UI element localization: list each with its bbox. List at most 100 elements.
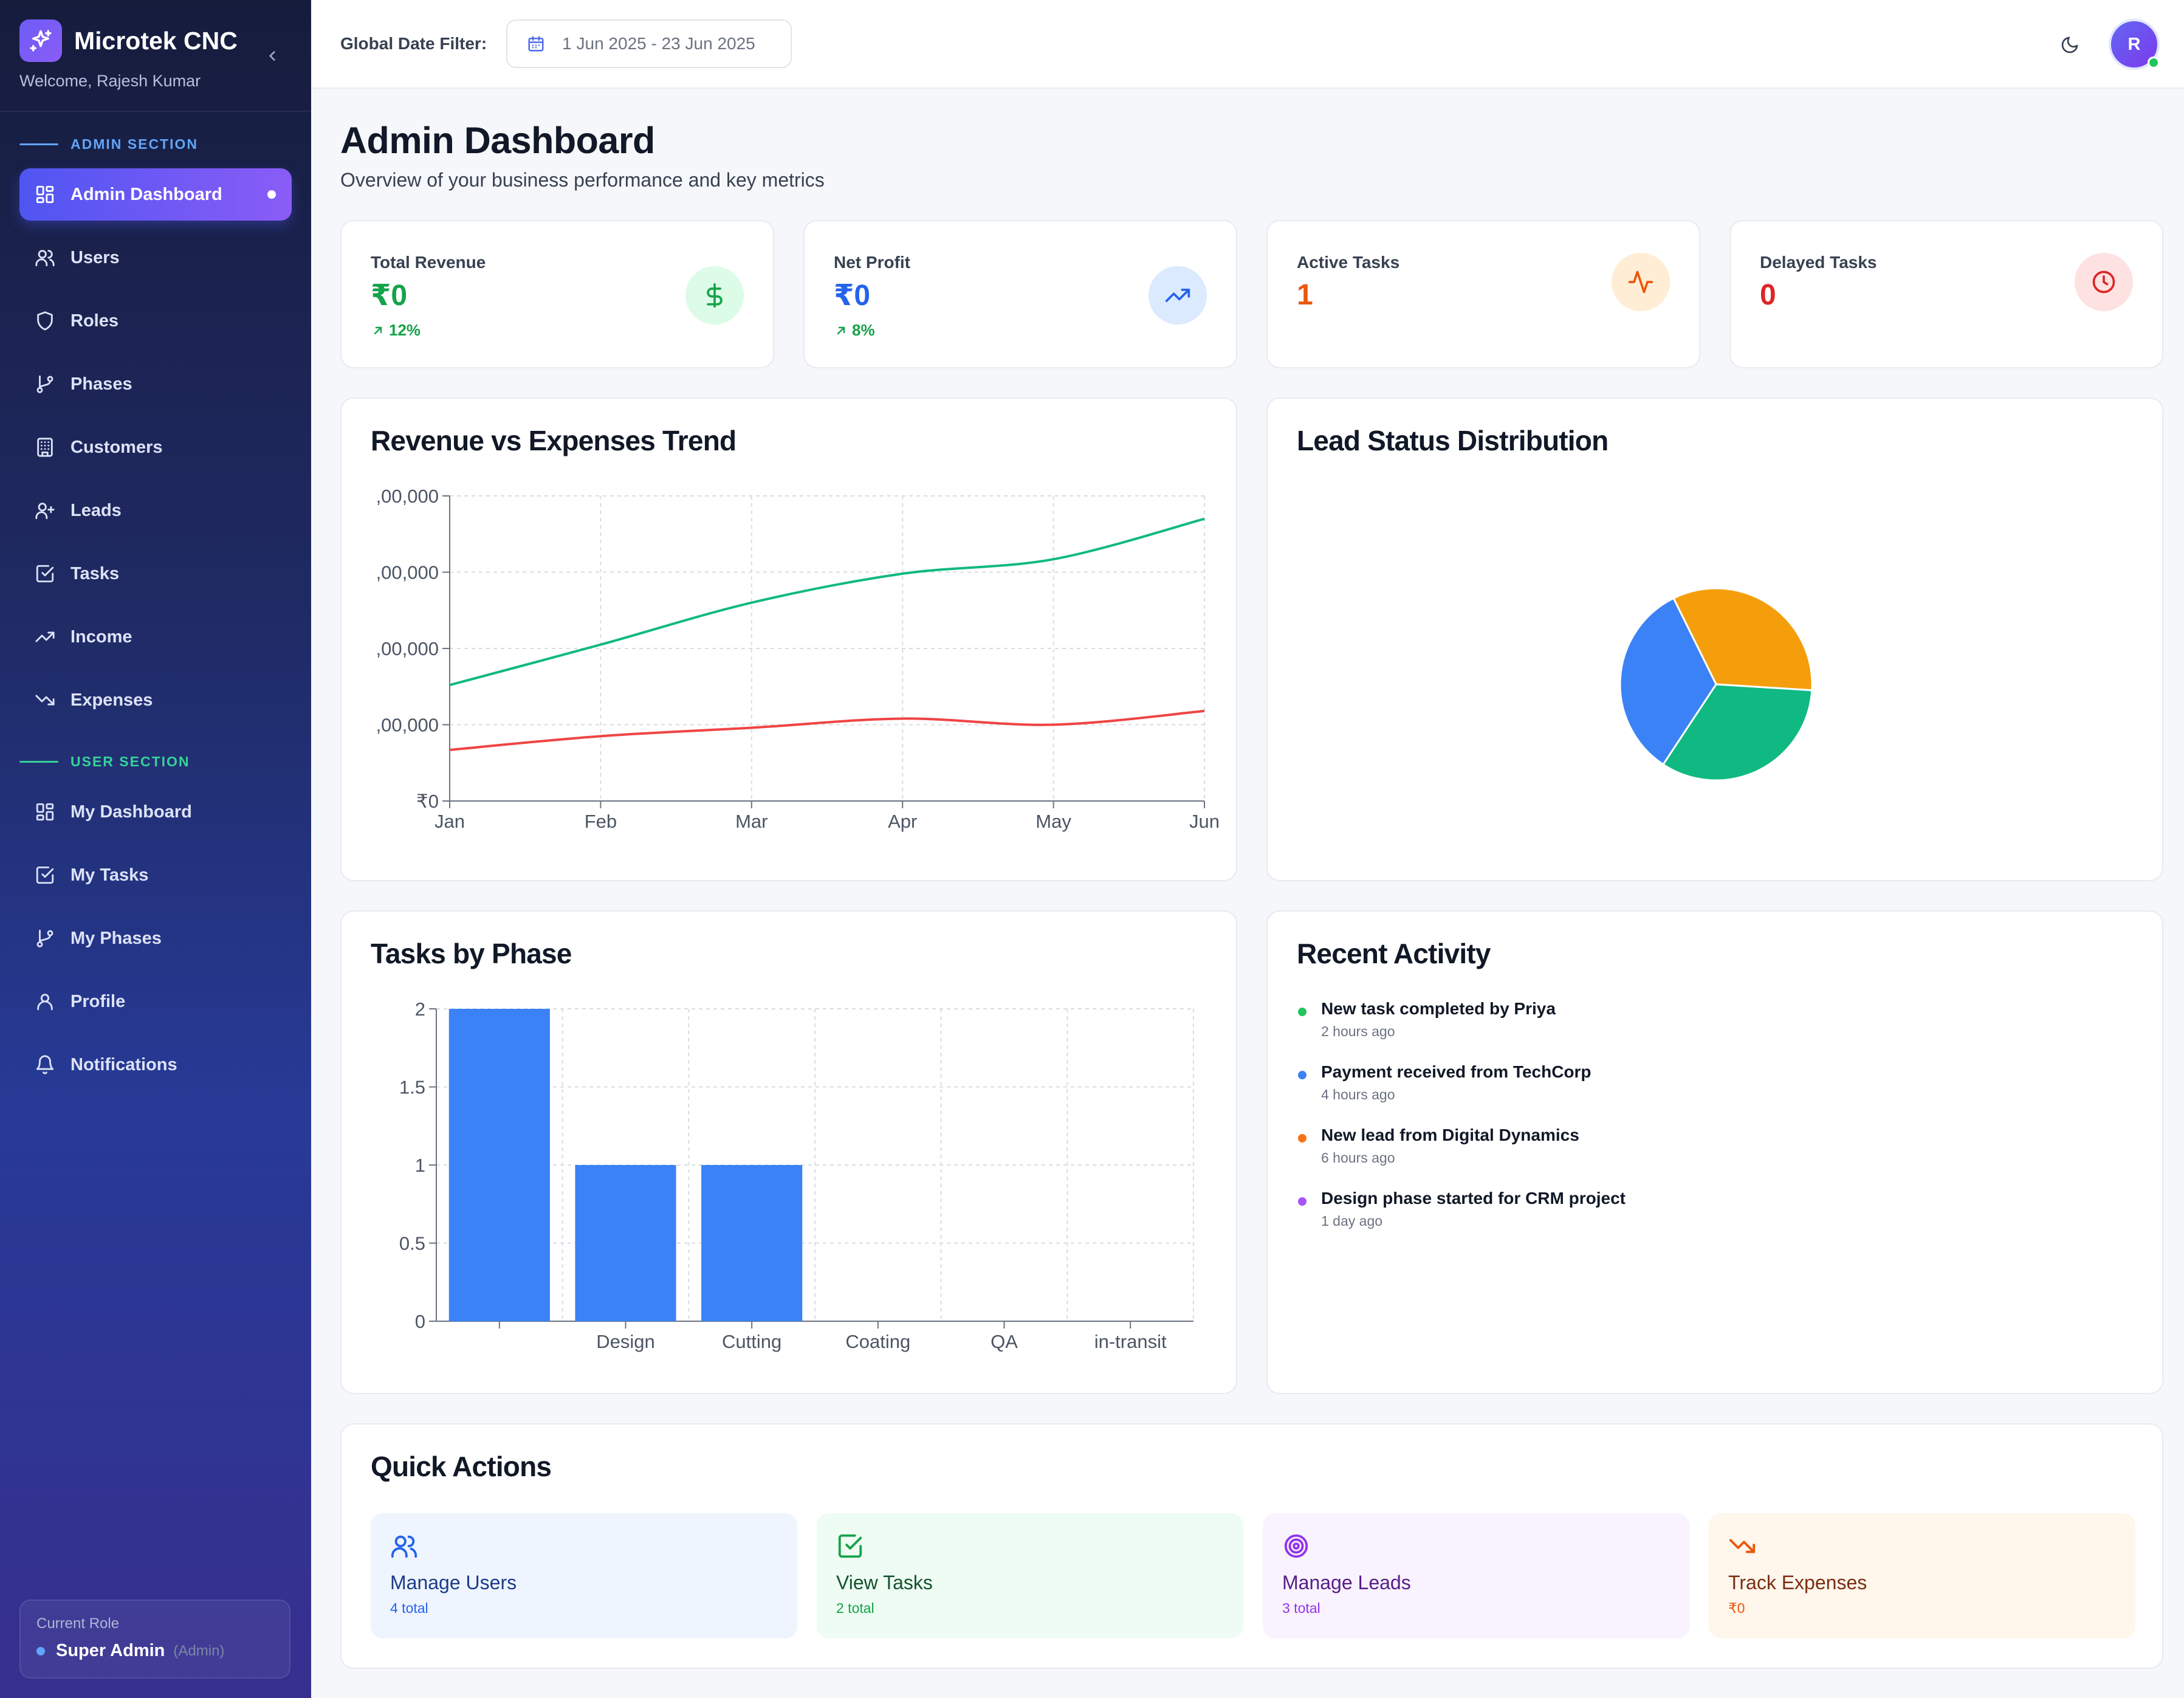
- action-label: Track Expenses: [1728, 1572, 2116, 1594]
- moon-icon: [2060, 35, 2079, 55]
- y-tick-label: 0.5: [399, 1233, 425, 1254]
- sidebar-item-label: Leads: [70, 501, 122, 521]
- sidebar-item-users[interactable]: Users: [19, 232, 292, 284]
- list-item: Payment received from TechCorp 4 hours a…: [1297, 1062, 1626, 1126]
- y-tick-label: ,00,000: [376, 715, 439, 736]
- trending-down-icon: [1728, 1531, 1757, 1561]
- lead-status-pie-chart: [1268, 478, 2165, 854]
- check-square-icon: [836, 1531, 865, 1561]
- date-range-picker[interactable]: 1 Jun 2025 - 23 Jun 2025: [506, 19, 792, 68]
- action-count: 2 total: [836, 1600, 1224, 1617]
- sidebar-item-leads[interactable]: Leads: [19, 484, 292, 537]
- y-tick-label: 1: [415, 1155, 425, 1176]
- x-tick-label: Feb: [585, 811, 617, 832]
- y-tick-label: ,00,000: [376, 638, 439, 659]
- bar-0: [449, 1009, 550, 1321]
- activity-time: 4 hours ago: [1321, 1087, 1626, 1103]
- trending-up-icon: [34, 626, 56, 648]
- status-dot: [1298, 1134, 1307, 1143]
- sidebar-item-roles[interactable]: Roles: [19, 295, 292, 347]
- list-item: Design phase started for CRM project 1 d…: [1297, 1189, 1626, 1252]
- sidebar-item-label: My Tasks: [70, 865, 148, 885]
- activity-text: New lead from Digital Dynamics: [1321, 1126, 1626, 1145]
- check-square-icon: [34, 563, 56, 585]
- sidebar-item-label: Expenses: [70, 690, 153, 710]
- admin-nav: Admin Dashboard Users Roles Phases Custo…: [0, 168, 311, 726]
- sidebar-item-label: My Dashboard: [70, 802, 192, 822]
- status-dot: [1298, 1071, 1307, 1079]
- x-tick-label: Coating: [845, 1331, 910, 1352]
- action-count: 3 total: [1282, 1600, 1670, 1617]
- track-expenses-button[interactable]: Track Expenses ₹0: [1709, 1513, 2135, 1638]
- trending-down-icon: [34, 689, 56, 711]
- bar-2: [701, 1165, 802, 1321]
- shield-icon: [34, 310, 56, 332]
- view-tasks-button[interactable]: View Tasks 2 total: [817, 1513, 1243, 1638]
- role-sub: (Admin): [173, 1643, 224, 1660]
- sidebar-item-income[interactable]: Income: [19, 611, 292, 663]
- arrow-up-right-icon: [834, 323, 848, 338]
- stat-card-active-tasks: Active Tasks 1: [1266, 220, 1700, 368]
- manage-users-button[interactable]: Manage Users 4 total: [371, 1513, 797, 1638]
- date-range-value: 1 Jun 2025 - 23 Jun 2025: [562, 34, 755, 53]
- role-name: Super Admin: [56, 1641, 165, 1661]
- action-label: View Tasks: [836, 1572, 1224, 1594]
- bell-icon: [34, 1054, 56, 1076]
- status-dot: [1298, 1008, 1307, 1016]
- user-section-label: USER SECTION: [0, 749, 311, 774]
- manage-leads-button[interactable]: Manage Leads 3 total: [1263, 1513, 1689, 1638]
- stat-card-net-profit: Net Profit ₹0 8%: [803, 220, 1237, 368]
- stat-value: ₹0: [371, 278, 407, 312]
- sidebar-item-profile[interactable]: Profile: [19, 975, 292, 1028]
- tasks-by-phase-bar-chart: 0 0.5 1 1.5 2 Design Cutting Coating QA in-transi…: [371, 991, 1221, 1367]
- sidebar-item-my-phases[interactable]: My Phases: [19, 912, 292, 964]
- sidebar-item-label: Notifications: [70, 1055, 177, 1075]
- avatar[interactable]: R: [2109, 19, 2160, 70]
- sidebar-item-admin-dashboard[interactable]: Admin Dashboard: [19, 168, 292, 221]
- page-subtitle: Overview of your business performance an…: [340, 169, 2155, 191]
- x-tick-label: Apr: [888, 811, 917, 832]
- activity-icon: [1612, 253, 1670, 311]
- bar-1: [575, 1165, 676, 1321]
- users-icon: [390, 1531, 419, 1561]
- series-line-0: [450, 519, 1204, 686]
- trending-up-icon: [1149, 266, 1207, 325]
- sidebar-item-my-tasks[interactable]: My Tasks: [19, 849, 292, 901]
- sidebar-item-phases[interactable]: Phases: [19, 358, 292, 410]
- stat-value: 0: [1760, 278, 1776, 312]
- admin-section-label: ADMIN SECTION: [0, 132, 311, 156]
- sidebar-item-tasks[interactable]: Tasks: [19, 548, 292, 600]
- role-status-dot: [36, 1647, 45, 1655]
- sidebar-item-label: Phases: [70, 374, 132, 394]
- stat-label: Delayed Tasks: [1760, 253, 1877, 272]
- y-tick-label: 1.5: [399, 1077, 425, 1098]
- sidebar-item-customers[interactable]: Customers: [19, 421, 292, 473]
- card-title: Recent Activity: [1297, 937, 1491, 970]
- y-tick-label: ₹0: [416, 791, 439, 812]
- stat-card-delayed-tasks: Delayed Tasks 0: [1729, 220, 2163, 368]
- series-line-1: [450, 711, 1204, 750]
- list-item: New lead from Digital Dynamics 6 hours a…: [1297, 1126, 1626, 1189]
- collapse-sidebar-button[interactable]: [261, 45, 283, 67]
- sidebar: Microtek CNC Welcome, Rajesh Kumar ADMIN…: [0, 0, 311, 1698]
- sidebar-item-expenses[interactable]: Expenses: [19, 674, 292, 726]
- y-tick-label: ,00,000: [376, 486, 439, 507]
- theme-toggle-button[interactable]: [2058, 33, 2082, 57]
- activity-time: 6 hours ago: [1321, 1150, 1626, 1166]
- sidebar-item-label: My Phases: [70, 929, 162, 949]
- building-icon: [34, 436, 56, 458]
- top-bar: Global Date Filter: 1 Jun 2025 - 23 Jun …: [311, 0, 2184, 89]
- stat-label: Net Profit: [834, 253, 910, 272]
- role-title: Current Role: [36, 1615, 273, 1632]
- sidebar-item-notifications[interactable]: Notifications: [19, 1039, 292, 1091]
- stat-label: Active Tasks: [1297, 253, 1399, 272]
- user-icon: [34, 991, 56, 1012]
- current-role-card: Current Role Super Admin (Admin): [19, 1600, 290, 1679]
- x-tick-label: Cutting: [722, 1331, 781, 1352]
- stat-trend: 8%: [834, 321, 875, 340]
- sidebar-item-my-dashboard[interactable]: My Dashboard: [19, 786, 292, 838]
- stat-value: 1: [1297, 278, 1313, 312]
- revenue-expense-line-chart: ₹0 ,00,000 ,00,000 ,00,000 ,00,000 Jan Feb Mar A…: [371, 478, 1221, 854]
- recent-activity-card: Recent Activity New task completed by Pr…: [1266, 910, 2163, 1394]
- stat-trend: 12%: [371, 321, 421, 340]
